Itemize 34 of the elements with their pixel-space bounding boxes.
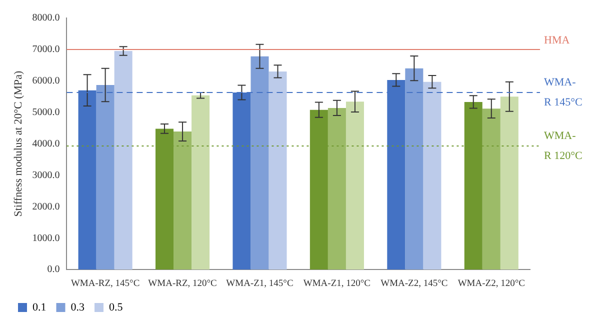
bar: [346, 102, 364, 270]
y-tick-label: 8000.0: [32, 12, 60, 24]
bar: [423, 82, 442, 270]
y-tick-label: 3000.0: [32, 170, 60, 181]
x-tick-label: WMA-Z2, 120°C: [458, 278, 525, 289]
bar: [114, 51, 132, 270]
y-axis-title: Stiffness modulus at 20°C (MPa): [12, 70, 24, 217]
y-tick-label: 6000.0: [32, 76, 60, 87]
bar: [174, 132, 192, 270]
ref-line-label: WMA-R 145°C: [544, 76, 582, 108]
x-tick-label: WMA-RZ, 145°C: [70, 278, 140, 289]
y-tick-label: 5000.0: [32, 106, 60, 118]
bar: [482, 108, 500, 270]
y-tick-label: 2000.0: [32, 201, 60, 212]
x-tick-label: WMA-Z1, 120°C: [303, 278, 371, 289]
y-tick-label: 1000.0: [32, 232, 60, 244]
ref-line-label: HMA: [544, 34, 570, 46]
bar: [250, 56, 269, 270]
bar: [500, 96, 518, 270]
y-tick-label: 7000.0: [32, 44, 60, 56]
bar: [268, 71, 287, 270]
ref-line-label: WMA-R 120°C: [544, 130, 582, 162]
bar: [96, 84, 114, 270]
bar: [192, 95, 210, 270]
bar: [405, 68, 424, 270]
legend-label: 0.3: [70, 301, 85, 314]
x-tick-label: WMA-Z2, 145°C: [380, 278, 448, 289]
y-tick-label: 4000.0: [32, 138, 60, 150]
x-tick-label: WMA-RZ, 120°C: [148, 278, 217, 289]
y-tick-label: 0.0: [47, 264, 60, 276]
bar: [328, 108, 346, 270]
legend-label: 0.5: [109, 301, 124, 314]
legend-label: 0.1: [32, 301, 46, 314]
x-tick-label: WMA-Z1, 145°C: [226, 278, 294, 289]
